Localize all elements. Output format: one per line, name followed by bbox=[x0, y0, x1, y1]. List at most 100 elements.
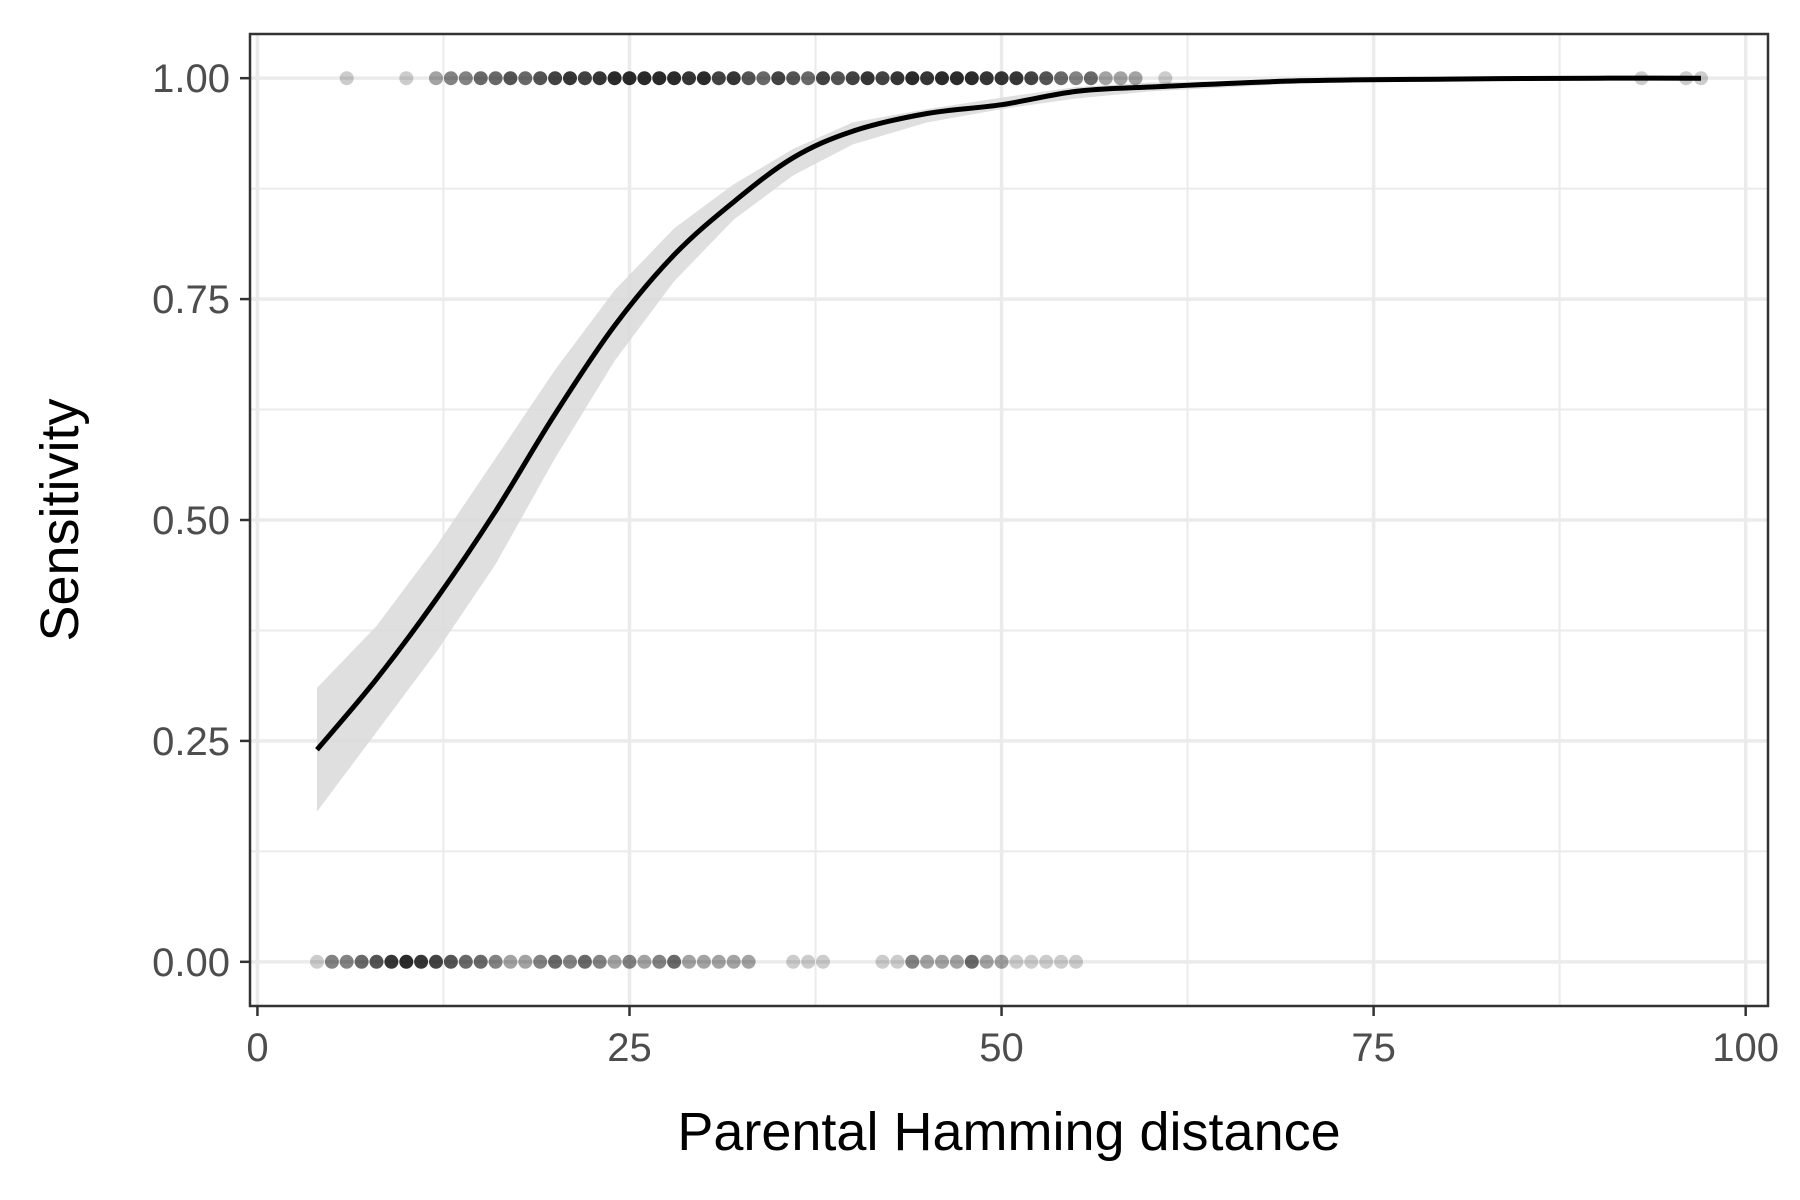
y-tick-label: 1.00 bbox=[152, 57, 230, 101]
scatter-point bbox=[1083, 71, 1098, 86]
logistic-fit-line bbox=[315, 75, 1702, 752]
scatter-point bbox=[607, 954, 622, 969]
scatter-point bbox=[711, 954, 726, 969]
x-tick-label: 75 bbox=[1351, 1026, 1396, 1070]
scatter-point bbox=[1024, 954, 1039, 969]
scatter-point bbox=[652, 954, 667, 969]
confidence-ribbon bbox=[317, 78, 1701, 812]
scatter-point bbox=[1113, 71, 1128, 86]
scatter-point bbox=[920, 71, 935, 86]
scatter-point bbox=[1158, 71, 1173, 86]
scatter-point bbox=[399, 71, 414, 86]
scatter-point bbox=[1069, 71, 1083, 86]
axis-ticks: 0 25 50 75 100 0.00 0.25 0.50 0.75 1.00 bbox=[152, 57, 1779, 1070]
scatter-point bbox=[473, 71, 488, 86]
scatter-point bbox=[726, 954, 741, 969]
x-tick-label: 0 bbox=[246, 1026, 268, 1070]
scatter-point bbox=[339, 954, 354, 969]
scatter-point bbox=[801, 71, 816, 86]
scatter-point bbox=[458, 954, 473, 969]
scatter-point bbox=[786, 954, 801, 969]
scatter-point bbox=[1069, 954, 1083, 969]
y-tick-label: 0.75 bbox=[152, 278, 230, 322]
scatter-point bbox=[533, 954, 548, 969]
scatter-point bbox=[1039, 71, 1054, 86]
scatter-point bbox=[592, 954, 607, 969]
scatter-point bbox=[935, 71, 949, 86]
scatter-point bbox=[1009, 71, 1024, 86]
scatter-point bbox=[563, 71, 577, 86]
scatter-point bbox=[473, 954, 488, 969]
scatter-point bbox=[1054, 954, 1069, 969]
scatter-point bbox=[369, 954, 384, 969]
scatter-point bbox=[548, 71, 563, 86]
scatter-point bbox=[696, 954, 711, 969]
scatter-point bbox=[563, 954, 577, 969]
scatter-point bbox=[905, 954, 920, 969]
grid bbox=[250, 34, 1768, 1006]
scatter-point bbox=[1039, 954, 1054, 969]
scatter-point bbox=[964, 954, 979, 969]
scatter-point bbox=[682, 71, 696, 86]
scatter-point bbox=[979, 71, 994, 86]
scatter-point bbox=[994, 954, 1009, 969]
y-tick-label: 0.25 bbox=[152, 720, 230, 764]
scatter-point bbox=[667, 954, 682, 969]
data-points bbox=[310, 71, 1708, 969]
scatter-point bbox=[667, 71, 682, 86]
scatter-point bbox=[518, 71, 533, 86]
scatter-point bbox=[607, 71, 622, 86]
scatter-point bbox=[488, 71, 503, 86]
scatter-point bbox=[949, 954, 964, 969]
scatter-point bbox=[816, 71, 830, 86]
scatter-point bbox=[548, 954, 563, 969]
scatter-point bbox=[384, 954, 399, 969]
scatter-point bbox=[637, 954, 652, 969]
scatter-point bbox=[890, 954, 905, 969]
scatter-point bbox=[979, 954, 994, 969]
scatter-point bbox=[518, 954, 533, 969]
scatter-point bbox=[860, 71, 875, 86]
scatter-point bbox=[786, 71, 801, 86]
scatter-point bbox=[622, 71, 637, 86]
scatter-point bbox=[399, 954, 414, 969]
x-tick-label: 100 bbox=[1712, 1026, 1779, 1070]
scatter-point bbox=[935, 954, 949, 969]
x-axis-title: Parental Hamming distance bbox=[677, 1102, 1340, 1162]
scatter-point bbox=[533, 71, 548, 86]
scatter-point bbox=[324, 954, 339, 969]
scatter-point bbox=[726, 71, 741, 86]
scatter-point bbox=[458, 71, 473, 86]
scatter-point bbox=[1024, 71, 1039, 86]
scatter-point bbox=[964, 71, 979, 86]
scatter-point bbox=[429, 71, 443, 86]
scatter-point bbox=[429, 954, 443, 969]
scatter-point bbox=[488, 954, 503, 969]
scatter-point bbox=[830, 71, 845, 86]
scatter-point bbox=[577, 954, 592, 969]
y-tick-label: 0.00 bbox=[152, 941, 230, 985]
scatter-point bbox=[310, 954, 324, 969]
scatter-point bbox=[1054, 71, 1069, 86]
scatter-point bbox=[354, 954, 369, 969]
x-tick-label: 25 bbox=[607, 1026, 652, 1070]
x-tick-label: 50 bbox=[979, 1026, 1024, 1070]
scatter-point bbox=[771, 71, 786, 86]
scatter-point bbox=[696, 71, 711, 86]
scatter-point bbox=[756, 71, 771, 86]
y-axis-title: Sensitivity bbox=[30, 398, 90, 641]
scatter-point bbox=[1009, 954, 1024, 969]
scatter-point bbox=[682, 954, 696, 969]
scatter-point bbox=[1128, 71, 1143, 86]
scatter-point bbox=[890, 71, 905, 86]
scatter-point bbox=[905, 71, 920, 86]
scatter-point bbox=[711, 71, 726, 86]
scatter-point bbox=[414, 954, 429, 969]
y-tick-label: 0.50 bbox=[152, 499, 230, 543]
scatter-point bbox=[994, 71, 1009, 86]
scatter-point bbox=[592, 71, 607, 86]
scatter-point bbox=[741, 71, 756, 86]
scatter-point bbox=[443, 71, 458, 86]
scatter-point bbox=[741, 954, 756, 969]
scatter-point bbox=[875, 954, 890, 969]
